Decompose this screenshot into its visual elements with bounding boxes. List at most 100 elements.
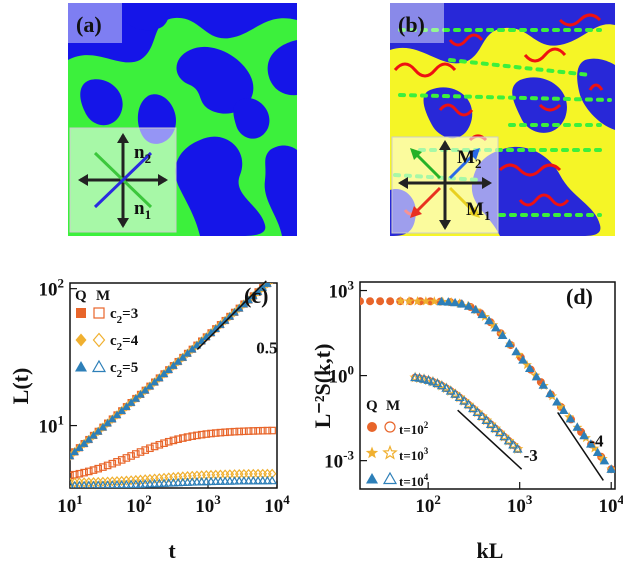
chart-c-point: [154, 373, 164, 382]
chart-c-legend: Q M c2=3 c2=4 c2=5: [75, 288, 139, 380]
chart-d-point: [410, 372, 421, 382]
panel-a-label: (a): [76, 12, 102, 37]
legend-d-marker-open: [384, 421, 396, 433]
chart-c-point: [173, 357, 183, 365]
legend-d-marker-filled: [365, 446, 379, 459]
chart-c-point: [177, 477, 188, 487]
panel-a-domains: [68, 3, 297, 236]
chart-c-point: [183, 349, 192, 357]
chart-c-point: [226, 428, 234, 436]
chart-c-point: [126, 398, 136, 406]
chart-c-point: [103, 480, 113, 488]
chart-d-ytick-label: 100: [329, 363, 355, 388]
chart-c-point: [98, 480, 108, 488]
chart-d-point: [597, 453, 608, 463]
chart-d-point: [431, 377, 444, 389]
chart-c-point: [146, 444, 154, 453]
chart-c-point: [164, 365, 174, 374]
chart-c-point: [108, 459, 117, 468]
chart-d-point: [579, 430, 589, 440]
chart-d-point: [419, 373, 430, 383]
chart-d-point: [450, 297, 460, 307]
chart-c-point: [234, 476, 245, 485]
chart-c-point: [70, 480, 79, 488]
legend-d-marker-filled: [367, 422, 377, 432]
chart-c-point: [89, 480, 98, 488]
chart-d-point: [476, 411, 487, 420]
chart-d-point: [488, 319, 499, 330]
chart-c-point: [130, 479, 141, 488]
chart-d-point: [491, 322, 501, 332]
chart-d-point: [518, 355, 528, 364]
chart-d-point: [512, 443, 523, 453]
chart-c-point: [159, 478, 169, 487]
chart-c-point: [136, 448, 145, 456]
chart-d-point: [414, 373, 425, 382]
chart-c-point: [182, 477, 193, 486]
chart-c-point: [243, 475, 254, 485]
chart-c-point: [263, 283, 272, 287]
chart-d: 102 103 104 10-3 100 103 -3 -4 (d) kL L⁻²S(k,t…: [310, 278, 623, 563]
chart-c-point: [220, 476, 230, 485]
chart-c-reference: 0.5: [196, 280, 278, 357]
chart-d-xlabel: kL: [477, 538, 504, 563]
chart-d-point: [508, 439, 519, 449]
chart-c-point: [107, 414, 117, 423]
panel-b-domains: [390, 3, 615, 236]
chart-c-point: [155, 473, 164, 484]
chart-c-point: [141, 446, 150, 454]
chart-d-point: [592, 447, 603, 457]
chart-c-point: [239, 475, 249, 485]
chart-c-point: [244, 427, 253, 435]
chart-c-point: [103, 418, 112, 427]
chart-c-point: [94, 464, 103, 473]
chart-d-point: [432, 378, 443, 388]
chart-c-point: [150, 442, 159, 451]
legend-d-label: t=103: [399, 446, 429, 463]
chart-c-point: [187, 477, 198, 486]
chart-c-point: [112, 480, 122, 488]
chart-c-point: [159, 369, 169, 378]
chart-c-point: [75, 443, 84, 451]
chart-c-point: [169, 361, 178, 369]
chart-c-point: [154, 478, 165, 488]
inset-m2-label: M2: [457, 147, 481, 171]
legend-c-marker-open: [92, 332, 106, 348]
chart-c-point: [145, 473, 155, 484]
chart-c-point: [85, 467, 93, 476]
chart-d-point: [468, 403, 479, 413]
chart-d-axes: 102 103 104 10-3 100 103: [324, 278, 623, 517]
chart-c-point: [210, 476, 221, 485]
chart-c-point: [169, 436, 178, 445]
chart-d-point: [443, 297, 454, 306]
chart-c-point: [248, 475, 259, 485]
chart-c-point: [127, 452, 135, 460]
chart-c-point: [183, 433, 192, 441]
chart-c-point: [75, 469, 84, 478]
chart-c-point: [163, 478, 174, 487]
chart-d-slope-label: -3: [524, 446, 538, 465]
chart-c-point: [113, 458, 121, 466]
chart-d-point: [599, 456, 610, 465]
chart-d-point: [445, 385, 456, 395]
chart-d-ylabel: L⁻²S(k,t): [310, 344, 335, 429]
legend-c-label: c2=5: [110, 360, 138, 380]
chart-c-point: [271, 283, 274, 285]
chart-c-point: [192, 476, 202, 486]
chart-c-point: [178, 353, 188, 361]
chart-d-point: [463, 301, 474, 310]
chart-c-point: [216, 320, 225, 328]
chart-c-point: [103, 461, 112, 470]
chart-c-point: [179, 434, 187, 442]
panel-b-inset: M2 M1: [391, 136, 499, 234]
chart-c-panel-label: (c): [244, 283, 268, 308]
chart-c-axes: 101 102 103 104 101 102: [39, 276, 291, 517]
legend-d-label: t=104: [399, 472, 429, 489]
chart-c-xtick-label: 104: [264, 492, 290, 517]
chart-c-point: [202, 430, 211, 438]
chart-c-point: [132, 450, 140, 458]
chart-d-point: [499, 431, 510, 441]
legend-c-marker-open: [91, 359, 107, 373]
chart-d-point: [446, 297, 457, 307]
